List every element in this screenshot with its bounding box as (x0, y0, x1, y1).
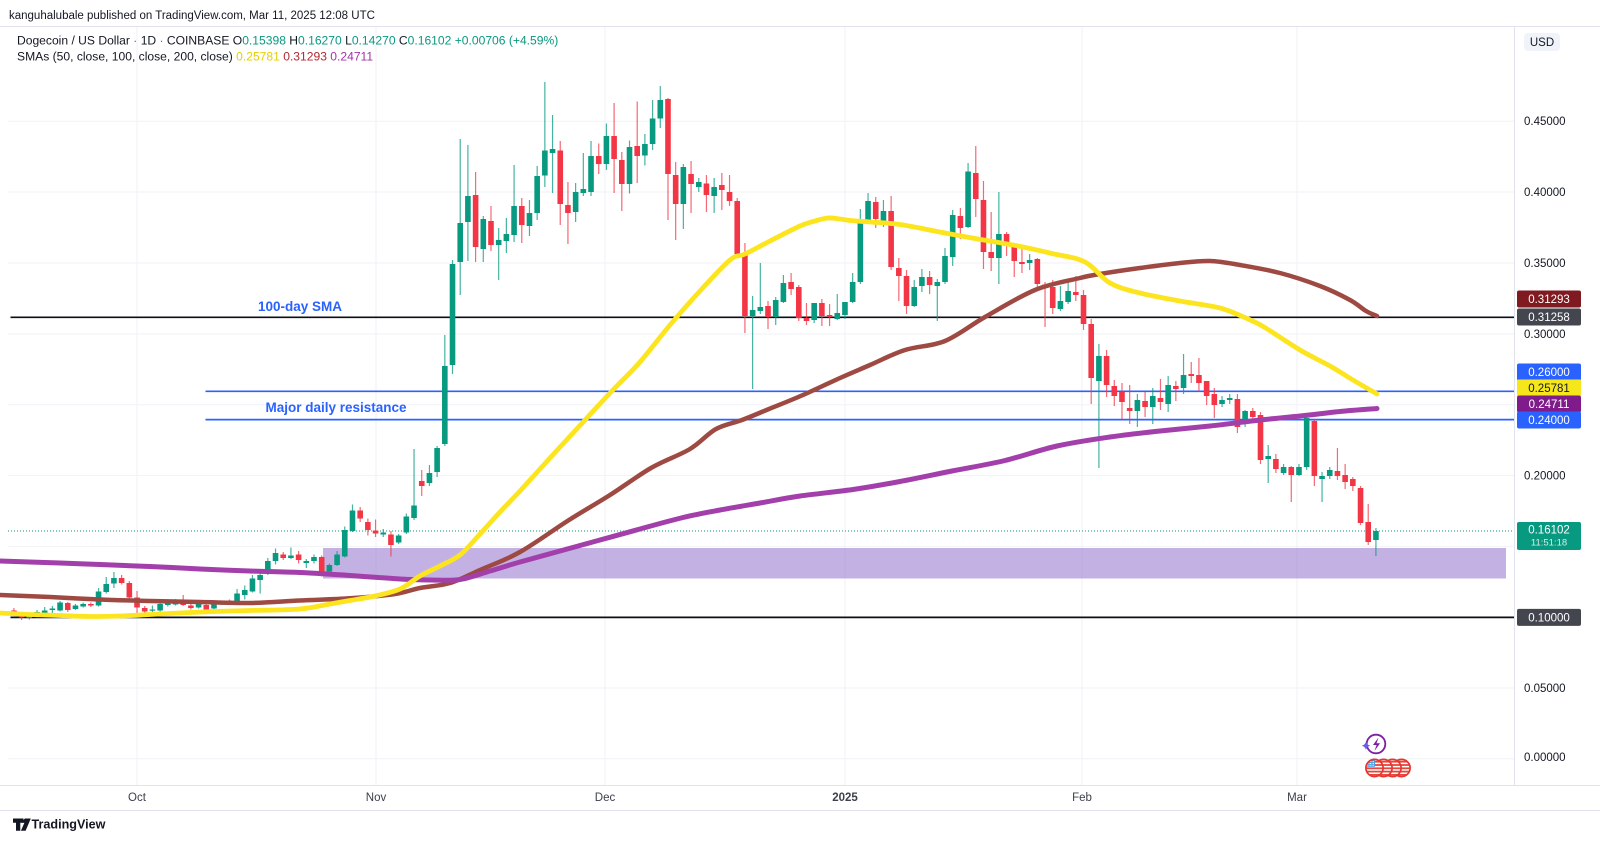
svg-text:0.30000: 0.30000 (1524, 329, 1566, 341)
svg-text:0.40000: 0.40000 (1524, 187, 1566, 199)
svg-text:SMAs (50, close, 100, close, 2: SMAs (50, close, 100, close, 200, close)… (17, 50, 373, 64)
svg-text:Mar: Mar (1287, 792, 1307, 804)
svg-text:Dogecoin / US Dollar · 1D · CO: Dogecoin / US Dollar · 1D · COINBASE O0.… (17, 34, 558, 48)
svg-text:USD: USD (1530, 37, 1554, 49)
svg-text:0.00000: 0.00000 (1524, 752, 1566, 764)
svg-text:0.26000: 0.26000 (1528, 367, 1570, 379)
svg-text:0.31258: 0.31258 (1528, 312, 1570, 324)
svg-text:100-day SMA: 100-day SMA (258, 299, 342, 314)
svg-text:Dec: Dec (595, 792, 616, 804)
svg-text:Nov: Nov (366, 792, 387, 804)
svg-text:0.05000: 0.05000 (1524, 683, 1566, 695)
svg-text:0.24000: 0.24000 (1528, 415, 1570, 427)
svg-text:0.20000: 0.20000 (1524, 471, 1566, 483)
svg-text:Oct: Oct (128, 792, 147, 804)
svg-text:0.16102: 0.16102 (1528, 525, 1570, 537)
svg-text:0.24711: 0.24711 (1529, 399, 1570, 411)
svg-text:kanguhalubale published on Tra: kanguhalubale published on TradingView.c… (9, 10, 375, 22)
svg-text:0.31293: 0.31293 (1528, 294, 1570, 306)
svg-text:Feb: Feb (1072, 792, 1092, 804)
svg-text:0.25781: 0.25781 (1528, 383, 1570, 395)
svg-text:11:51:18: 11:51:18 (1531, 538, 1567, 549)
svg-text:0.35000: 0.35000 (1524, 258, 1566, 270)
svg-text:2025: 2025 (832, 792, 858, 804)
svg-text:TradingView: TradingView (32, 818, 106, 832)
svg-text:0.10000: 0.10000 (1528, 612, 1570, 624)
svg-text:Major daily resistance: Major daily resistance (265, 400, 407, 415)
svg-text:0.45000: 0.45000 (1524, 116, 1566, 128)
